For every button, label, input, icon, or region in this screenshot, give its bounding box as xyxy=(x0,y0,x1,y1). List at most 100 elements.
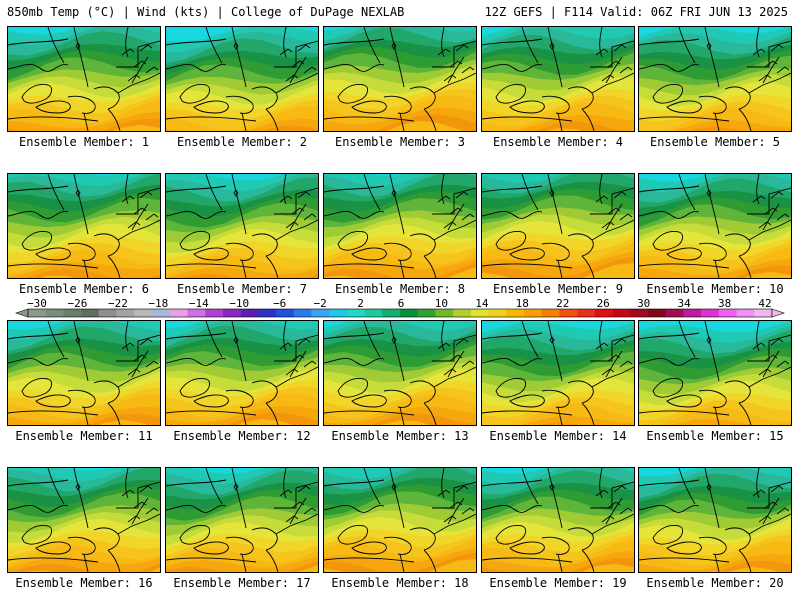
temperature-map xyxy=(639,468,791,572)
temperature-map xyxy=(166,321,318,425)
ensemble-member-label: Ensemble Member: 11 xyxy=(15,429,153,443)
colorbar-segment xyxy=(612,309,631,317)
ensemble-member-label: Ensemble Member: 3 xyxy=(334,135,466,149)
ensemble-member-label: Ensemble Member: 13 xyxy=(331,429,469,443)
temperature-map xyxy=(166,27,318,131)
colorbar-tick-label: −14 xyxy=(189,297,209,310)
ensemble-member-label: Ensemble Member: 16 xyxy=(15,576,153,590)
colorbar-segment xyxy=(134,309,153,317)
colorbar-segment xyxy=(311,309,330,317)
ensemble-map-panel xyxy=(481,320,635,426)
ensemble-member-label: Ensemble Member: 19 xyxy=(489,576,627,590)
ensemble-map-panel xyxy=(481,173,635,279)
ensemble-map-panel xyxy=(323,467,477,573)
temperature-map xyxy=(482,174,634,278)
ensemble-member-label: Ensemble Member: 20 xyxy=(646,576,784,590)
colorbar-segment xyxy=(648,309,667,317)
ensemble-member-label: Ensemble Member: 6 xyxy=(18,282,150,296)
colorbar-segment xyxy=(754,309,773,317)
ensemble-member-label: Ensemble Member: 10 xyxy=(646,282,784,296)
colorbar-tick-label: −2 xyxy=(313,297,326,310)
colorbar-segment xyxy=(506,309,525,317)
colorbar-segment xyxy=(630,309,649,317)
ensemble-map-panel xyxy=(165,320,319,426)
colorbar-segment xyxy=(45,309,64,317)
colorbar-segment xyxy=(683,309,702,317)
colorbar-tick-label: −26 xyxy=(67,297,87,310)
colorbar-segment xyxy=(400,309,419,317)
colorbar-segment xyxy=(541,309,560,317)
colorbar-segment xyxy=(577,309,596,317)
colorbar-tick-label: 26 xyxy=(597,297,610,310)
ensemble-member-label: Ensemble Member: 15 xyxy=(646,429,784,443)
colorbar-segment xyxy=(559,309,578,317)
colorbar-tick-label: −30 xyxy=(27,297,47,310)
colorbar-tick-label: 22 xyxy=(556,297,569,310)
ensemble-map-panel xyxy=(638,26,792,132)
ensemble-map-panel xyxy=(323,173,477,279)
temperature-map xyxy=(8,468,160,572)
colorbar-tick-label: 2 xyxy=(357,297,364,310)
colorbar-segment xyxy=(28,309,47,317)
ensemble-member-label: Ensemble Member: 14 xyxy=(489,429,627,443)
ensemble-member-label: Ensemble Member: 5 xyxy=(649,135,781,149)
ensemble-map-panel xyxy=(481,467,635,573)
ensemble-map-panel xyxy=(165,173,319,279)
ensemble-member-label: Ensemble Member: 17 xyxy=(173,576,311,590)
ensemble-member-label: Ensemble Member: 9 xyxy=(492,282,624,296)
colorbar-segment xyxy=(701,309,720,317)
colorbar-segment xyxy=(329,309,348,317)
temperature-map xyxy=(482,468,634,572)
ensemble-map-panel xyxy=(481,26,635,132)
colorbar-segment xyxy=(222,309,241,317)
colorbar-segment xyxy=(276,309,295,317)
colorbar-segment xyxy=(116,309,135,317)
colorbar-segment xyxy=(665,309,684,317)
ensemble-map-panel xyxy=(638,320,792,426)
ensemble-map-panel xyxy=(638,467,792,573)
colorbar-tick-label: 14 xyxy=(475,297,489,310)
temperature-map xyxy=(639,174,791,278)
colorbar-tick-label: −10 xyxy=(229,297,249,310)
temperature-map xyxy=(324,174,476,278)
colorbar-segment xyxy=(470,309,489,317)
colorbar-segment xyxy=(205,309,224,317)
colorbar-segment xyxy=(718,309,737,317)
temperature-map xyxy=(8,321,160,425)
colorbar-segment xyxy=(258,309,277,317)
colorbar-segment xyxy=(240,309,259,317)
colorbar-tick-label: 10 xyxy=(435,297,448,310)
colorbar-right-arrow xyxy=(771,308,785,318)
temperature-map xyxy=(324,321,476,425)
ensemble-member-label: Ensemble Member: 7 xyxy=(176,282,308,296)
temperature-colorbar: −30 −26 −22 −18 −14 −10 −6 −2 2 6 10 14 18 22 26 30 34 38… xyxy=(0,296,800,320)
colorbar-tick-label: 18 xyxy=(516,297,529,310)
ensemble-map-panel xyxy=(7,26,161,132)
colorbar-segment xyxy=(382,309,401,317)
ensemble-map-panel xyxy=(7,467,161,573)
colorbar-segment xyxy=(524,309,543,317)
ensemble-member-label: Ensemble Member: 18 xyxy=(331,576,469,590)
colorbar-tick-label: 42 xyxy=(758,297,771,310)
colorbar-tick-label: 6 xyxy=(398,297,405,310)
colorbar-tick-label: −6 xyxy=(273,297,286,310)
header-title-left: 850mb Temp (°C) | Wind (kts) | College o… xyxy=(7,5,405,19)
temperature-map xyxy=(639,27,791,131)
colorbar-segment xyxy=(364,309,383,317)
ensemble-member-label: Ensemble Member: 8 xyxy=(334,282,466,296)
ensemble-map-panel xyxy=(638,173,792,279)
colorbar-tick-label: 30 xyxy=(637,297,650,310)
colorbar-segment xyxy=(169,309,188,317)
colorbar-segment xyxy=(488,309,507,317)
temperature-map xyxy=(639,321,791,425)
colorbar-segment xyxy=(81,309,100,317)
temperature-map xyxy=(166,468,318,572)
colorbar-tick-label: 34 xyxy=(677,297,691,310)
ensemble-map-panel xyxy=(165,467,319,573)
temperature-map xyxy=(166,174,318,278)
colorbar-segment xyxy=(187,309,206,317)
colorbar-segment xyxy=(293,309,312,317)
temperature-map xyxy=(8,174,160,278)
colorbar-segment xyxy=(63,309,82,317)
ensemble-map-panel xyxy=(323,26,477,132)
